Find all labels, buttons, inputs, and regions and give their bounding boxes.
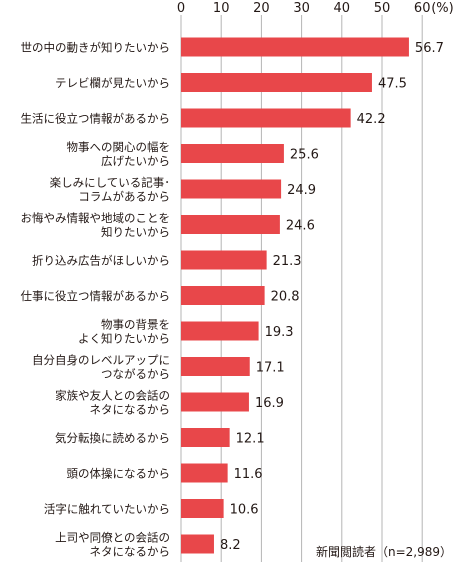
category-label: 折り込み広告がほしいから — [32, 254, 170, 268]
category-label: 気分転換に読めるから — [55, 431, 170, 445]
value-label: 21.3 — [273, 254, 302, 269]
x-tick-label: 30 — [293, 1, 310, 16]
bar — [181, 463, 228, 483]
category-label: 知りたいから — [101, 225, 170, 239]
category-label: 楽しみにしている記事･ — [50, 176, 170, 190]
bar — [181, 428, 230, 447]
category-label: 仕事に役立つ情報があるから — [21, 289, 171, 303]
category-label: つながるから — [101, 367, 170, 381]
bar — [181, 144, 284, 163]
category-label: コラムがあるから — [78, 190, 170, 204]
bar — [181, 108, 351, 128]
x-tick-label: 10 — [213, 1, 230, 16]
value-label: 8.2 — [220, 538, 241, 553]
value-label: 12.1 — [236, 432, 265, 447]
category-label: お悔やみ情報や地域のことを — [21, 211, 171, 225]
x-tick-label: 40 — [334, 1, 351, 16]
bar — [181, 357, 250, 376]
bar — [181, 321, 259, 341]
x-tick-label: 60 — [414, 1, 431, 16]
category-label: ネタになるから — [90, 545, 171, 559]
bar — [181, 392, 249, 412]
category-label: 頭の体操になるから — [67, 467, 171, 481]
category-label: よく知りたいから — [78, 332, 170, 346]
value-label: 24.6 — [286, 219, 315, 234]
bar — [181, 73, 372, 92]
category-label: 世の中の動きが知りたいから — [21, 41, 171, 55]
value-labels: 56.7 47.5 42.2 25.6 24.9 24.6 21.3 20.8 19.3 17.1… — [220, 41, 444, 553]
value-label: 10.6 — [230, 503, 259, 518]
category-label: 家族や友人との会話の — [55, 389, 170, 403]
x-tick-label: 20 — [253, 1, 270, 16]
value-label: 56.7 — [415, 41, 444, 56]
sample-note: 新聞閲読者（n=2,989） — [316, 544, 452, 559]
bar — [181, 534, 214, 554]
bar — [181, 499, 224, 518]
category-label: ネタになるから — [90, 403, 171, 417]
category-labels: 世の中の動きが知りたいからテレビ欄が見たいから生活に役立つ情報があるから物事への… — [21, 41, 171, 559]
value-label: 47.5 — [378, 77, 407, 92]
bar — [181, 179, 282, 199]
x-tick-label: 0 — [177, 1, 185, 16]
category-label: テレビ欄が見たいから — [55, 76, 170, 90]
x-axis-ticks: 0 10 20 30 40 50 60 (%) — [177, 1, 454, 16]
bar — [181, 37, 409, 57]
value-label: 25.6 — [290, 148, 319, 163]
bar — [181, 286, 265, 305]
x-tick-label: 50 — [374, 1, 391, 16]
value-label: 24.9 — [287, 183, 316, 198]
value-label: 17.1 — [256, 361, 285, 376]
category-label: 活字に触れていたいから — [44, 502, 170, 516]
value-label: 11.6 — [234, 467, 263, 482]
value-label: 19.3 — [265, 325, 294, 340]
category-label: 上司や同僚との会話の — [55, 531, 170, 545]
category-label: 広げたいから — [101, 154, 170, 168]
bar — [181, 215, 280, 234]
category-label: 生活に役立つ情報があるから — [21, 112, 171, 126]
x-unit-label: (%) — [431, 1, 454, 16]
value-label: 16.9 — [255, 396, 284, 411]
category-label: 自分自身のレベルアップに — [32, 353, 170, 367]
value-label: 20.8 — [271, 290, 300, 305]
category-label: 物事への関心の幅を — [67, 140, 171, 154]
bars — [181, 37, 409, 554]
value-label: 42.2 — [357, 112, 386, 127]
bar — [181, 250, 267, 270]
category-label: 物事の背景を — [101, 318, 170, 332]
